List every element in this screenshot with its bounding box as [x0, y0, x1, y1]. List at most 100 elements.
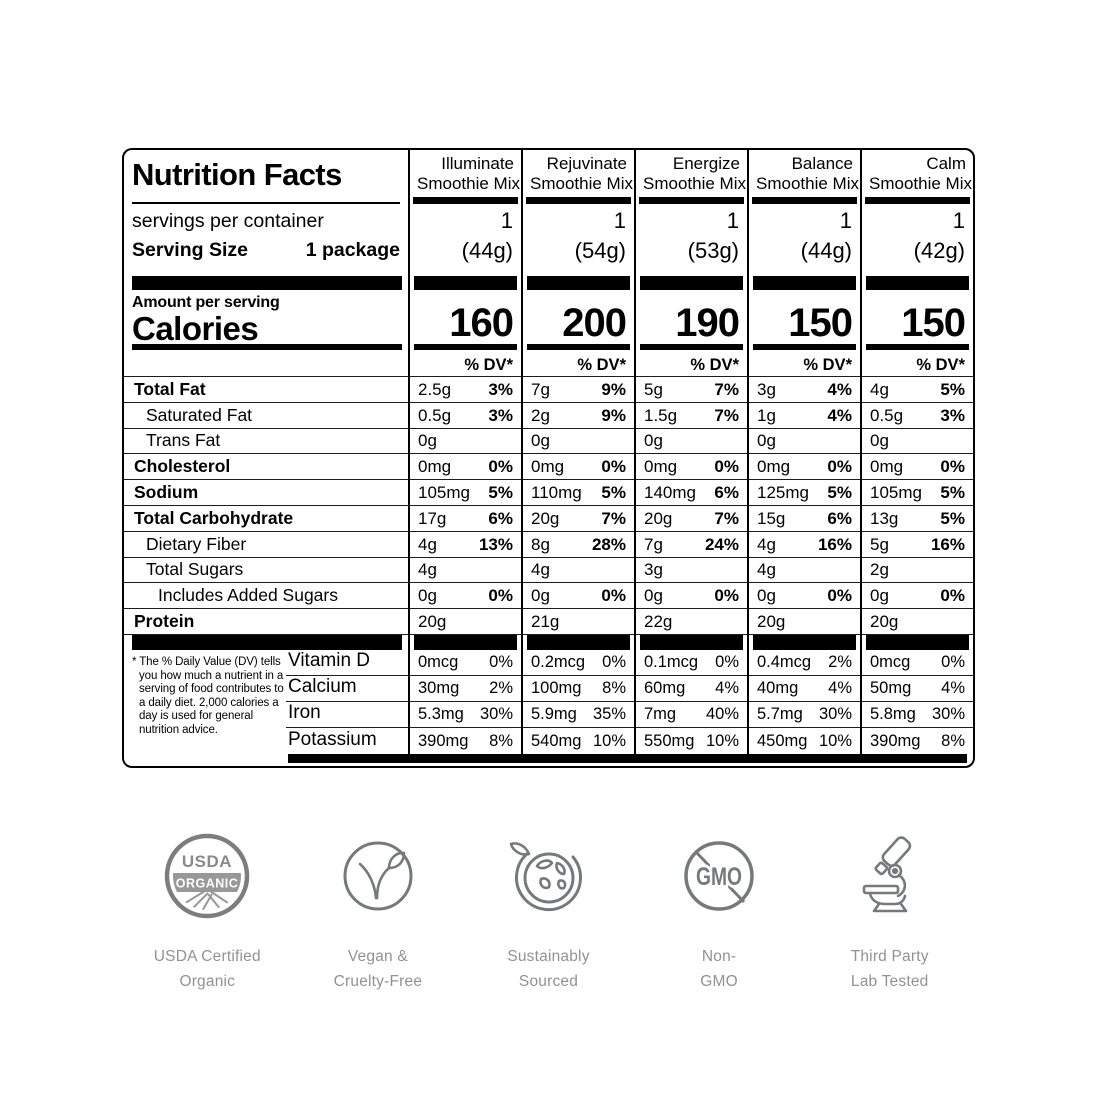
nutrient-amount: 20g: [418, 611, 447, 631]
micronutrient-percent-dv: 0%: [489, 652, 513, 671]
seal-band-text: ORGANIC: [176, 877, 239, 891]
nutrient-label: Saturated Fat: [124, 403, 408, 429]
nutrient-percent-dv: 0%: [488, 586, 513, 606]
nutrient-amount: 0g: [757, 586, 776, 606]
product-name-line2: Smoothie Mix: [417, 174, 520, 193]
usda-organic-icon: USDA ORGANIC: [163, 826, 251, 926]
nutrient-amount: 4g: [870, 379, 889, 399]
nutrient-amount: 0.5g: [418, 405, 452, 425]
micronutrient-row: 0mcg 0%: [862, 650, 973, 676]
nutrient-value: 7g 24%: [634, 531, 747, 558]
header-bar: [413, 197, 518, 204]
microscope-glyph: [862, 836, 911, 913]
badge-caption-line2: Organic: [179, 973, 236, 990]
micronutrient-row: 5.3mg 30%: [410, 702, 521, 728]
nutrient-value: 20g: [860, 609, 973, 635]
nutrient-amount: 0g: [644, 431, 663, 451]
micronutrient-percent-dv: 0%: [715, 652, 739, 671]
nutrient-amount: 13g: [870, 508, 899, 528]
product-calories: 200: [521, 290, 634, 344]
nutrient-amount: 1g: [757, 405, 776, 425]
dv-header: % DV*: [690, 356, 739, 374]
product-servings-count: 1: [613, 208, 626, 233]
micronutrient-values: 0.2mcg 0% 100mg 8% 5.9mg 35% 540mg 10%: [521, 649, 634, 754]
nutrient-label: Includes Added Sugars: [124, 583, 408, 610]
nutrient-amount: 17g: [418, 508, 447, 528]
nutrient-label: Total Fat: [124, 377, 408, 403]
nutrient-percent-dv: 0%: [601, 586, 626, 606]
seal-ring: [165, 833, 250, 919]
nutrient-value: 0g 0%: [521, 583, 634, 610]
nutrient-amount: 20g: [870, 611, 899, 631]
nutrient-value: 1g 4%: [747, 402, 860, 429]
divider-bar: [634, 276, 747, 290]
nutrient-label: Cholesterol: [124, 454, 408, 481]
nutrient-amount: 2g: [870, 560, 889, 580]
nutrient-percent-dv: 4%: [827, 405, 852, 425]
nutrient-percent-dv: 13%: [478, 534, 513, 554]
micronutrient-amount: 450mg: [757, 731, 808, 750]
nutrient-value: 21g: [521, 609, 634, 635]
badge-caption-line1: USDA Certified: [153, 948, 261, 965]
nutrient-amount: 105mg: [870, 482, 922, 502]
header-bar: [865, 197, 970, 204]
nutrient-label: Sodium: [124, 480, 408, 506]
certification-badges: USDA ORGANIC USDA Certified Organic Vega…: [122, 826, 975, 994]
micronutrient-amount: 40mg: [757, 678, 799, 697]
badge-caption-line1: Sustainably: [507, 948, 590, 965]
product-name-line1: Energize: [672, 154, 740, 173]
micronutrient-row: 450mg 10%: [749, 728, 860, 754]
nutrient-percent-dv: 5%: [827, 482, 852, 502]
nutrient-percent-dv: 28%: [591, 534, 626, 554]
nutrition-facts-title: Nutrition Facts: [132, 154, 400, 204]
nutrient-value: 0g 0%: [408, 583, 521, 610]
nutrient-percent-dv: 3%: [488, 405, 513, 425]
nutrient-value: 1.5g 7%: [634, 402, 747, 429]
nutrient-percent-dv: 9%: [601, 405, 626, 425]
nutrient-percent-dv: 6%: [827, 508, 852, 528]
dv-bar: [132, 344, 402, 350]
nutrient-amount: 0mg: [644, 457, 678, 477]
nutrient-amount: 0g: [757, 431, 776, 451]
micronutrient-row: 550mg 10%: [636, 728, 747, 754]
nutrient-value: 0mg 0%: [747, 454, 860, 481]
nutrient-amount: 110mg: [531, 482, 582, 502]
nutrient-percent-dv: 0%: [940, 586, 965, 606]
divider-bar: [124, 276, 408, 290]
micronutrient-row: 40mg 4%: [749, 676, 860, 702]
product-name-line1: Rejuvinate: [546, 154, 627, 173]
micronutrient-percent-dv: 10%: [705, 731, 739, 750]
badge-usda-organic: USDA ORGANIC USDA Certified Organic: [122, 826, 293, 994]
nutrient-percent-dv: 5%: [940, 379, 965, 399]
divider-bar: [747, 634, 860, 650]
nutrient-percent-dv: 4%: [827, 379, 852, 399]
dv-header: % DV*: [916, 356, 965, 374]
nutrient-percent-dv: 16%: [817, 534, 852, 554]
nutrient-label: Total Sugars: [124, 558, 408, 584]
non-gmo-icon: GMO: [681, 826, 757, 926]
nutrient-percent-dv: 24%: [704, 534, 739, 554]
nutrient-amount: 2g: [531, 405, 550, 425]
earth-leaf-icon: [507, 826, 589, 926]
micronutrient-name: Potassium: [288, 728, 377, 750]
nutrient-value: 4g: [747, 557, 860, 584]
micronutrient-amount: 390mg: [418, 731, 469, 750]
nutrient-value: 3g: [634, 557, 747, 584]
product-name-line1: Balance: [791, 154, 853, 173]
dv-bar: [640, 344, 743, 350]
micronutrient-row: 390mg 8%: [410, 728, 521, 754]
nutrient-amount: 5g: [870, 534, 889, 554]
badge-caption-line2: Sourced: [518, 973, 579, 990]
micronutrient-name: Vitamin D: [286, 650, 408, 676]
nutrient-value: 2g: [860, 557, 973, 584]
micronutrient-row: 5.9mg 35%: [523, 702, 634, 728]
thick-bar: [640, 276, 743, 290]
micronutrient-amount: 5.7mg: [757, 704, 803, 723]
nutrient-percent-dv: 3%: [940, 405, 965, 425]
nutrient-value: 3g 4%: [747, 377, 860, 403]
micronutrient-row: 390mg 8%: [862, 728, 973, 754]
vegan-sprout-icon: [340, 826, 416, 926]
nutrient-amount: 0mg: [418, 457, 452, 477]
micronutrient-values: 0.1mcg 0% 60mg 4% 7mg 40% 550mg 10%: [634, 649, 747, 754]
nutrient-value: 4g 13%: [408, 531, 521, 558]
